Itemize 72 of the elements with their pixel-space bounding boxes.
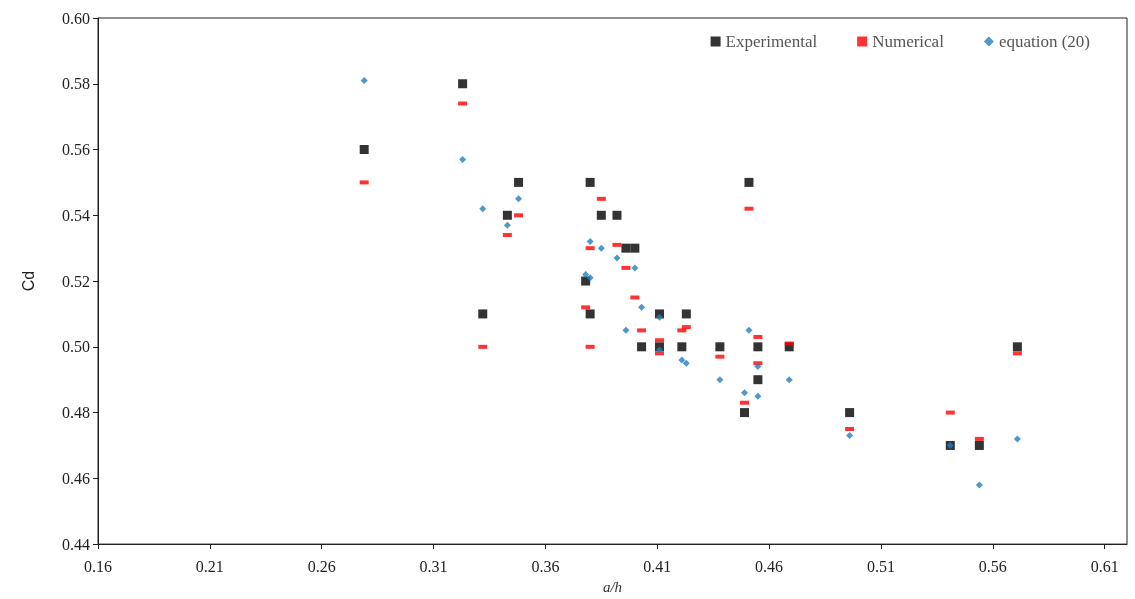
point xyxy=(655,313,663,321)
y-tick-label: 0.56 xyxy=(62,141,90,159)
y-tick-label: 0.52 xyxy=(62,272,90,290)
point xyxy=(754,363,762,371)
point xyxy=(681,309,691,319)
point xyxy=(655,346,663,354)
x-axis-title: a/h xyxy=(602,578,623,595)
y-tick-label: 0.44 xyxy=(62,535,90,553)
x-tick-label: 0.21 xyxy=(195,557,224,575)
point xyxy=(585,177,595,187)
x-tick-label: 0.31 xyxy=(419,557,448,575)
point xyxy=(785,376,793,384)
x-tick-label: 0.36 xyxy=(531,557,560,575)
point xyxy=(630,243,640,253)
point xyxy=(585,309,595,319)
point xyxy=(739,408,749,418)
y-tick-label: 0.60 xyxy=(62,9,90,27)
legend-label: equation (20) xyxy=(998,32,1090,51)
x-tick-label: 0.61 xyxy=(1090,557,1119,575)
legend-label: Experimental xyxy=(725,32,818,51)
point xyxy=(515,195,523,203)
point xyxy=(622,326,630,334)
y-tick-label: 0.48 xyxy=(62,404,90,422)
point xyxy=(1013,435,1021,443)
point xyxy=(596,210,606,220)
point xyxy=(631,264,639,272)
point xyxy=(754,392,762,400)
x-tick-label: 0.26 xyxy=(307,557,336,575)
point xyxy=(845,408,855,418)
point xyxy=(458,79,468,89)
point xyxy=(715,342,725,352)
point xyxy=(678,356,686,364)
y-tick-label: 0.58 xyxy=(62,75,90,93)
point xyxy=(716,376,724,384)
point xyxy=(753,375,763,385)
point xyxy=(612,210,622,220)
point xyxy=(682,359,690,367)
point xyxy=(677,342,687,352)
point xyxy=(586,238,594,246)
point xyxy=(613,254,621,262)
x-tick-label: 0.16 xyxy=(84,557,112,575)
point xyxy=(478,309,488,319)
y-axis-title: Cd xyxy=(19,270,37,292)
point xyxy=(745,326,753,334)
y-tick-label: 0.50 xyxy=(62,338,90,356)
point xyxy=(503,221,511,229)
x-tick-label: 0.46 xyxy=(755,557,784,575)
point xyxy=(637,342,647,352)
point xyxy=(638,303,646,311)
point xyxy=(479,205,487,213)
point xyxy=(753,342,763,352)
point xyxy=(359,145,369,155)
point xyxy=(597,244,605,252)
point xyxy=(744,177,754,187)
point xyxy=(846,432,854,440)
point xyxy=(514,177,524,187)
point xyxy=(502,210,512,220)
x-tick-label: 0.56 xyxy=(978,557,1007,575)
legend-label: Numerical xyxy=(872,32,945,51)
y-tick-label: 0.54 xyxy=(62,206,90,224)
point xyxy=(360,76,368,84)
point xyxy=(586,274,594,282)
point xyxy=(621,243,631,253)
point xyxy=(975,481,983,489)
point xyxy=(1012,342,1022,352)
x-tick-label: 0.51 xyxy=(866,557,895,575)
point xyxy=(740,389,748,397)
point xyxy=(582,270,590,278)
x-tick-label: 0.41 xyxy=(643,557,672,575)
point xyxy=(459,155,467,163)
y-tick-label: 0.46 xyxy=(62,469,90,487)
point xyxy=(974,440,984,450)
